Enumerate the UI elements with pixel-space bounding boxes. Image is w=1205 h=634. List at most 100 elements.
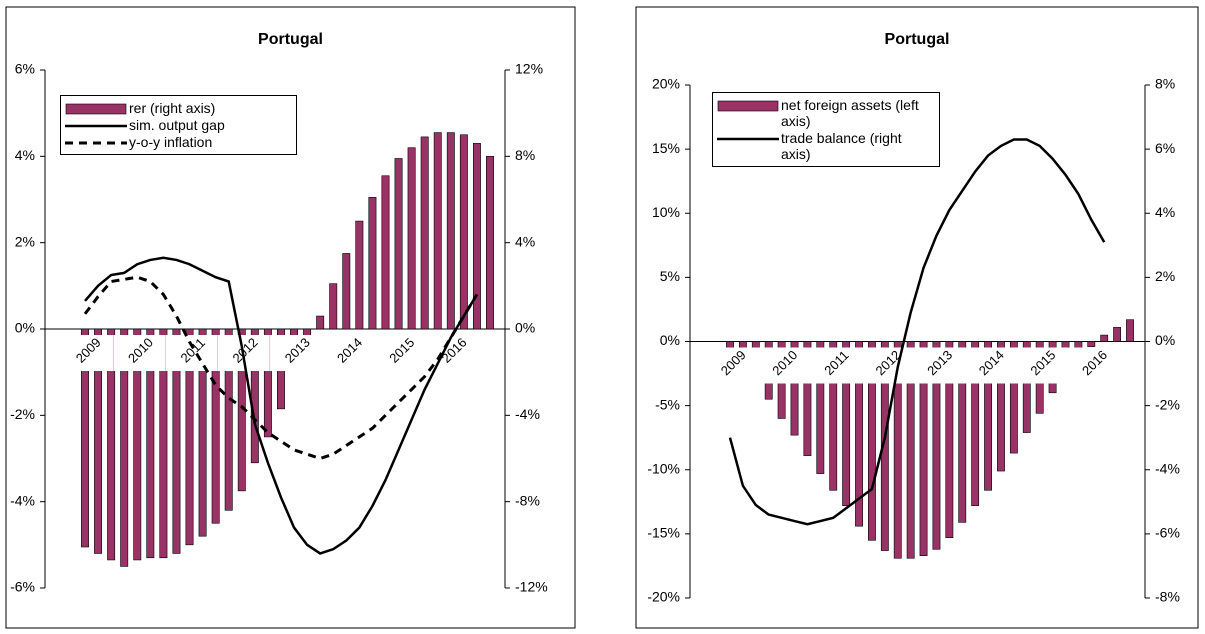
legend-item: rer (right axis) (65, 100, 292, 116)
legend-key (65, 141, 127, 145)
bar (868, 341, 876, 541)
y2-tick-label: 0% (1155, 332, 1175, 348)
y2-tick-label: -4% (1155, 460, 1180, 476)
x-label-box (61, 335, 113, 371)
y2-tick-label: 8% (1155, 76, 1175, 92)
bar (1126, 319, 1134, 342)
y2-tick-label: 8% (515, 147, 535, 163)
legend-label: net foreign assets (left axis) (781, 97, 919, 129)
x-label-box (322, 335, 375, 371)
bar (120, 328, 129, 567)
bar (829, 341, 838, 491)
bar (342, 253, 351, 330)
bar (1009, 341, 1018, 454)
y2-tick-label: 12% (515, 61, 543, 77)
legend-key (717, 100, 779, 112)
bar (932, 341, 941, 550)
y-tick-label: 4% (15, 147, 35, 163)
chart-title: Portugal (885, 31, 950, 48)
y-tick-label: 15% (652, 140, 680, 156)
y-tick-label: -4% (10, 492, 35, 508)
y2-tick-label: -12% (515, 579, 548, 595)
bar (919, 341, 928, 556)
x-label-box (165, 335, 218, 371)
y-tick-label: -6% (10, 579, 35, 595)
y2-tick-label: 4% (515, 233, 535, 249)
bar (803, 341, 812, 456)
legend-label: trade balance (right axis) (781, 130, 902, 162)
y2-tick-label: -6% (1155, 525, 1180, 541)
legend-item: sim. output gap (65, 117, 292, 133)
y-tick-label: 0% (15, 320, 35, 336)
bar (407, 147, 416, 330)
bar (81, 328, 89, 548)
legend-item: net foreign assets (left axis) (717, 97, 935, 129)
chart-title: Portugal (258, 31, 323, 48)
bar (906, 341, 915, 559)
bar (355, 220, 364, 330)
y-tick-label: 6% (15, 61, 35, 77)
y-tick-label: -5% (655, 396, 680, 412)
y-tick-label: -15% (647, 525, 680, 541)
legend-label: sim. output gap (129, 117, 225, 133)
bar (224, 328, 233, 511)
x-label-box (113, 335, 166, 371)
bar (472, 143, 481, 330)
y2-tick-label: -8% (515, 492, 540, 508)
bar (790, 341, 799, 436)
y2-tick-label: 2% (1155, 268, 1175, 284)
bar (185, 328, 194, 546)
bar (368, 197, 377, 330)
bar (842, 341, 851, 506)
x-label-box (270, 335, 323, 371)
y2-tick-label: 6% (1155, 140, 1175, 156)
bar (94, 328, 103, 554)
bar (880, 341, 889, 551)
y-tick-label: 0% (660, 332, 680, 348)
bar (486, 156, 494, 330)
y2-tick-label: -2% (1155, 396, 1180, 412)
legend-key (717, 137, 779, 141)
bar (446, 132, 455, 330)
legend-label: rer (right axis) (129, 100, 216, 116)
y-tick-label: 20% (652, 76, 680, 92)
y-tick-label: -2% (10, 406, 35, 422)
bar (1022, 341, 1031, 433)
y-tick-label: -10% (647, 460, 680, 476)
bar (420, 136, 429, 330)
bar (459, 134, 468, 330)
legend-swatch (65, 103, 127, 115)
bar (984, 341, 992, 491)
bar (211, 328, 220, 524)
y-tick-label: 10% (652, 204, 680, 220)
legend-key (65, 124, 127, 128)
x-label-box (809, 347, 862, 384)
legend-item: trade balance (right axis) (717, 130, 935, 162)
x-label-box (860, 347, 913, 384)
bar (971, 341, 980, 506)
bar (381, 175, 390, 330)
bar (433, 132, 442, 330)
x-label-box (374, 335, 427, 371)
x-label-box (1015, 347, 1068, 384)
x-label-box (426, 335, 479, 371)
bar (172, 328, 181, 554)
x-label-box (912, 347, 965, 384)
line (728, 138, 1106, 526)
bar (1087, 341, 1096, 347)
x-label-box (964, 347, 1017, 384)
bar (1113, 327, 1122, 342)
y2-tick-label: -4% (515, 406, 540, 422)
legend-item: y-o-y inflation (65, 134, 292, 150)
bar (1100, 334, 1109, 342)
legend-key (65, 103, 127, 115)
bar (146, 328, 155, 559)
bar (394, 158, 403, 330)
x-label-box (1067, 347, 1120, 384)
bar (997, 341, 1005, 472)
legend: rer (right axis) sim. output gap y-o-y inf… (60, 95, 297, 155)
bar (159, 328, 168, 559)
bar (107, 328, 116, 561)
bar (316, 315, 325, 330)
